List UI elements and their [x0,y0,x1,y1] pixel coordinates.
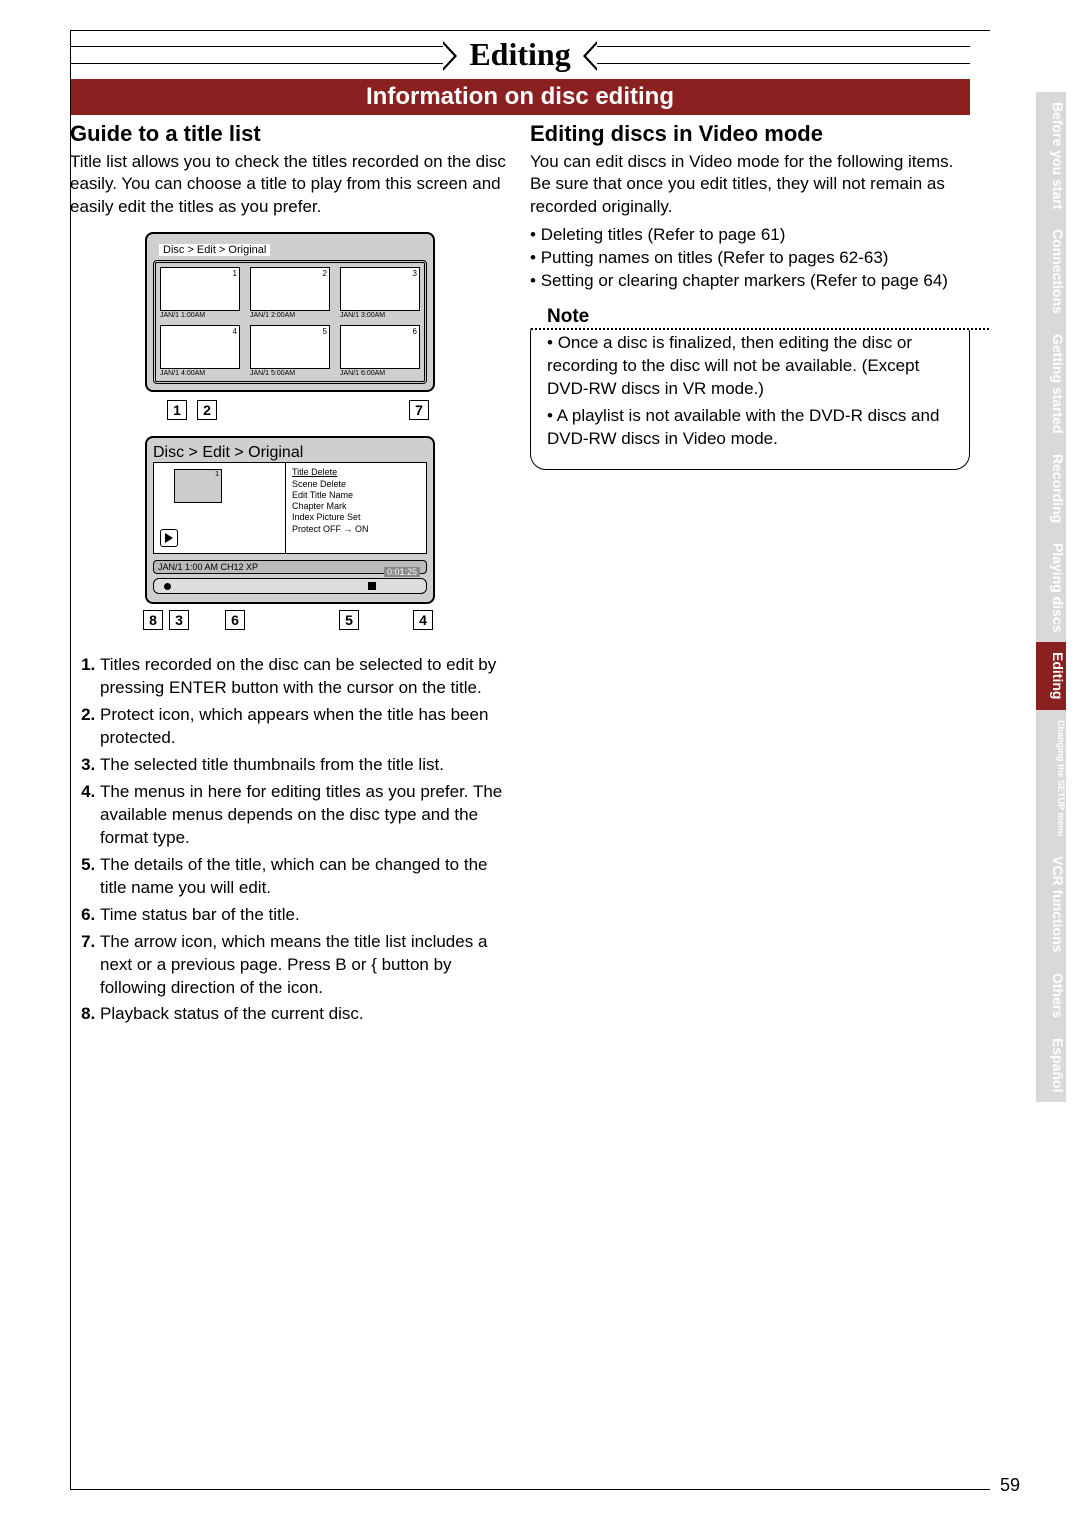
note-label: Note [531,306,989,330]
edit-bullets: Deleting titles (Refer to page 61)Puttin… [530,224,970,293]
legend-item: Protect icon, which appears when the tit… [100,704,510,750]
edit-menu-item: Index Picture Set [292,512,420,523]
side-tab[interactable]: Others [1036,963,1066,1028]
chapter-title-bar: Editing [70,36,970,73]
thumbnail: 3JAN/1 3:00AM [340,267,420,319]
bullet-item: Setting or clearing chapter markers (Ref… [530,270,970,293]
chapter-title: Editing [445,36,594,73]
selected-thumb: 1 [174,469,222,503]
side-tab[interactable]: Editing [1036,642,1066,709]
thumbnail: 1JAN/1 1:00AM [160,267,240,319]
section-bar: Information on disc editing [70,79,970,115]
side-tab[interactable]: Playing discs [1036,533,1066,642]
side-tab[interactable]: Español [1036,1028,1066,1102]
right-subhead: Editing discs in Video mode [530,121,970,147]
play-icon [160,529,178,547]
thumbnail: 5JAN/1 5:00AM [250,325,330,377]
note-box: Note Once a disc is finalized, then edit… [530,317,970,470]
title-edit-screen: Disc > Edit > Original 1 Title DeleteSce… [145,436,435,604]
side-tab[interactable]: Getting started [1036,324,1066,444]
bullet-item: Deleting titles (Refer to page 61) [530,224,970,247]
legend-item: The selected title thumbnails from the t… [100,754,510,777]
left-intro: Title list allows you to check the title… [70,151,510,218]
stop-icon [368,582,376,590]
time-value: 0:01:25 [384,567,420,577]
side-tab[interactable]: Changing the SETUP menu [1036,710,1066,846]
callout-6: 6 [225,610,245,630]
thumbnail: 4JAN/1 4:00AM [160,325,240,377]
note-item: Once a disc is finalized, then editing t… [547,332,953,401]
side-tab[interactable]: Before you start [1036,92,1066,219]
title-list-screen: Disc > Edit > Original 1JAN/1 1:00AM2JAN… [145,232,435,392]
left-subhead: Guide to a title list [70,121,510,147]
side-tab[interactable]: VCR functions [1036,846,1066,962]
note-item: A playlist is not available with the DVD… [547,405,953,451]
edit-menu-item: Protect OFF → ON [292,524,420,535]
edit-menu-item: Chapter Mark [292,501,420,512]
breadcrumb: Disc > Edit > Original [159,244,270,256]
legend-item: Playback status of the current disc. [100,1003,510,1026]
callout-5: 5 [339,610,359,630]
callout-7: 7 [409,400,429,420]
bullet-item: Putting names on titles (Refer to pages … [530,247,970,270]
callout-1: 1 [167,400,187,420]
side-tab[interactable]: Connections [1036,219,1066,324]
time-bar: 0:01:25 [153,578,427,594]
callout-2: 2 [197,400,217,420]
breadcrumb-2: Disc > Edit > Original [153,444,427,462]
legend-item: The details of the title, which can be c… [100,854,510,900]
callout-4: 4 [413,610,433,630]
edit-menu-item: Edit Title Name [292,490,420,501]
callout-3: 3 [169,610,189,630]
side-tabs: Before you startConnectionsGetting start… [1036,92,1066,1102]
side-tab[interactable]: Recording [1036,444,1066,533]
legend-item: Titles recorded on the disc can be selec… [100,654,510,700]
legend-item: The arrow icon, which means the title li… [100,931,510,1000]
page-number: 59 [1000,1475,1020,1496]
callout-8: 8 [143,610,163,630]
edit-menu-item: Title Delete [292,467,420,478]
legend-item: Time status bar of the title. [100,904,510,927]
legend-list: Titles recorded on the disc can be selec… [70,654,510,1026]
right-intro: You can edit discs in Video mode for the… [530,151,970,218]
legend-item: The menus in here for editing titles as … [100,781,510,850]
thumbnail: 6JAN/1 6:00AM [340,325,420,377]
edit-menu-item: Scene Delete [292,479,420,490]
thumbnail: 2JAN/1 2:00AM [250,267,330,319]
